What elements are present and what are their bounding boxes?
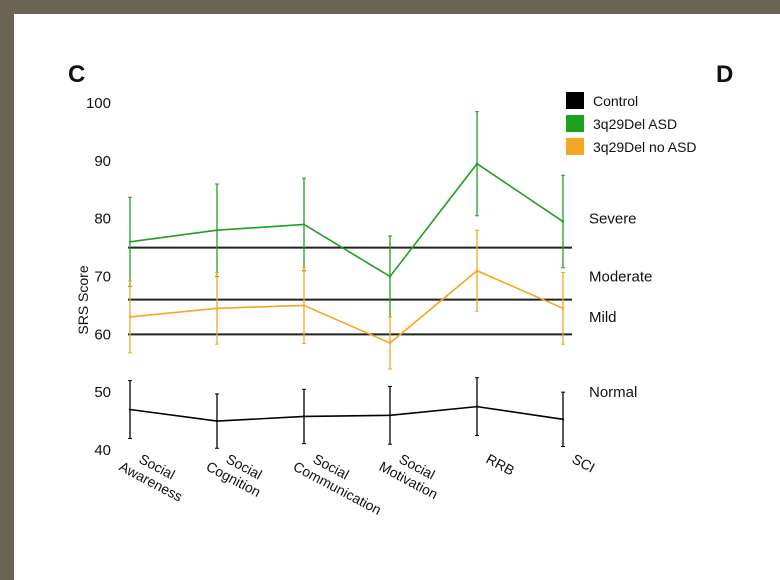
panel-label-d: D [716, 61, 733, 88]
y-tick-label: 80 [94, 211, 111, 228]
data-point [476, 163, 478, 165]
y-tick-label: 60 [94, 326, 111, 343]
legend-swatch [566, 115, 584, 132]
legend-swatch [566, 92, 584, 109]
x-tick-label: SocialAwareness [117, 444, 193, 505]
data-point [129, 241, 131, 243]
x-tick-label: RRB [484, 451, 518, 479]
series-line [130, 407, 563, 421]
data-point [216, 307, 218, 309]
x-tick-label: SocialCommunication [291, 444, 392, 518]
y-tick-label: 50 [94, 384, 111, 401]
severity-label: Mild [589, 309, 617, 326]
severity-label: Moderate [589, 269, 652, 286]
y-tick-label: 70 [94, 269, 111, 286]
severity-labels: Severe Moderate Mild Normal [589, 211, 652, 401]
data-point [303, 223, 305, 225]
data-point [303, 304, 305, 306]
data-point [389, 275, 391, 277]
y-axis-label: SRS Score [75, 265, 91, 334]
series-3q29del-asd [128, 112, 565, 317]
series-control [128, 378, 565, 449]
legend-label: 3q29Del ASD [593, 116, 677, 132]
data-point [303, 415, 305, 417]
data-point [389, 414, 391, 416]
legend-label: 3q29Del no ASD [593, 139, 697, 155]
y-tick-label: 100 [86, 95, 111, 112]
x-tick-label: SocialMotivation [377, 444, 448, 502]
y-tick-label: 90 [94, 153, 111, 170]
series-group [128, 112, 565, 449]
severity-thresholds [128, 248, 572, 335]
data-point [129, 408, 131, 410]
data-point [562, 307, 564, 309]
data-point [562, 418, 564, 420]
y-tick-label: 40 [94, 442, 111, 459]
data-point [476, 405, 478, 407]
data-point [216, 420, 218, 422]
panel-label-c: C [68, 61, 85, 88]
legend: Control 3q29Del ASD 3q29Del no ASD [566, 92, 697, 155]
severity-label: Severe [589, 211, 637, 228]
x-tick-label: SCI [570, 451, 598, 476]
legend-swatch [566, 138, 584, 155]
x-tick-label-line: SCI [570, 451, 598, 476]
legend-label: Control [593, 93, 638, 109]
series-line [130, 271, 563, 343]
x-tick-label-line: RRB [484, 451, 518, 479]
data-point [216, 229, 218, 231]
severity-label: Normal [589, 384, 637, 401]
series-line [130, 164, 563, 277]
data-point [129, 316, 131, 318]
x-tick-label: SocialCognition [204, 444, 271, 500]
data-point [389, 342, 391, 344]
category-labels: SocialAwareness SocialCognition SocialComm… [117, 444, 598, 518]
data-point [476, 270, 478, 272]
data-point [562, 220, 564, 222]
